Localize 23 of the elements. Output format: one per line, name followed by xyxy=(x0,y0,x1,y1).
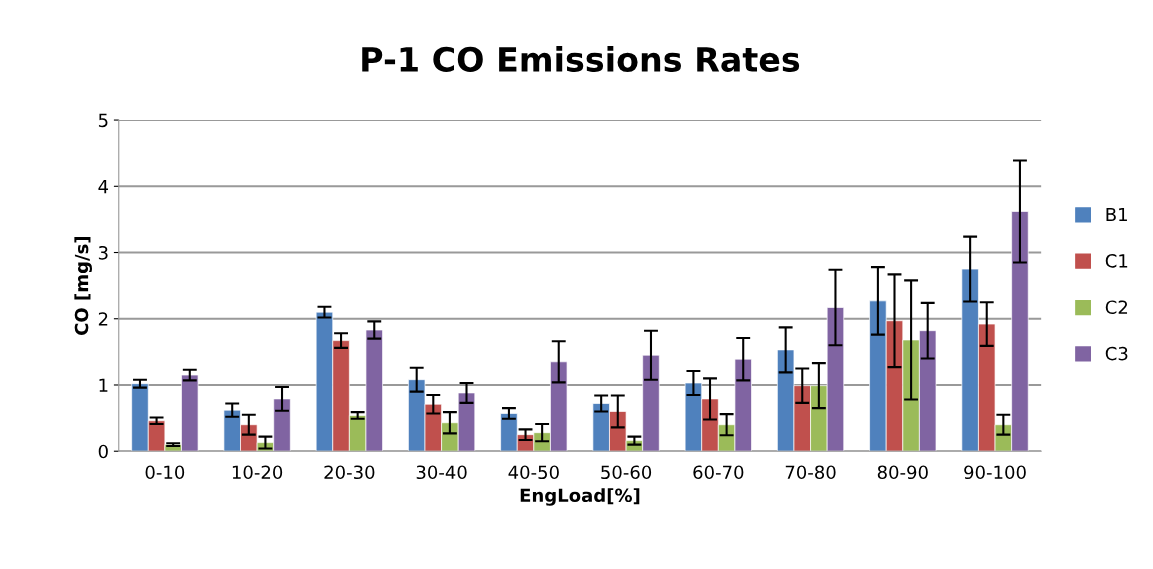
x-tick-label: 40-50 xyxy=(508,465,559,480)
x-tick-label: 50-60 xyxy=(601,465,652,480)
y-axis-title: CO [mg/s] xyxy=(74,236,92,335)
x-tick-label: 60-70 xyxy=(693,465,744,480)
legend-label: B1 xyxy=(1106,207,1127,222)
x-tick-label: 30-40 xyxy=(416,465,467,480)
y-tick-label: 5 xyxy=(98,113,108,128)
chart-title: P-1 CO Emissions Rates xyxy=(362,46,800,72)
legend-label: C3 xyxy=(1105,346,1128,361)
legend-label: C2 xyxy=(1105,300,1128,315)
y-tick-label: 2 xyxy=(98,312,108,326)
y-tick-label: 0 xyxy=(98,444,108,459)
y-tick-label: 1 xyxy=(99,378,108,392)
x-tick-label: 80-90 xyxy=(877,465,928,480)
x-tick-label: 10-20 xyxy=(232,465,283,480)
legend-label: C1 xyxy=(1105,254,1128,268)
x-tick-label: 70-80 xyxy=(785,465,836,480)
x-tick-label: 20-30 xyxy=(324,465,375,480)
x-axis-title: EngLoad[%] xyxy=(520,488,640,506)
y-tick-label: 3 xyxy=(98,245,108,260)
x-tick-label: 90-100 xyxy=(964,465,1026,480)
x-tick-label: 0-10 xyxy=(145,465,185,480)
y-tick-label: 4 xyxy=(98,179,109,194)
